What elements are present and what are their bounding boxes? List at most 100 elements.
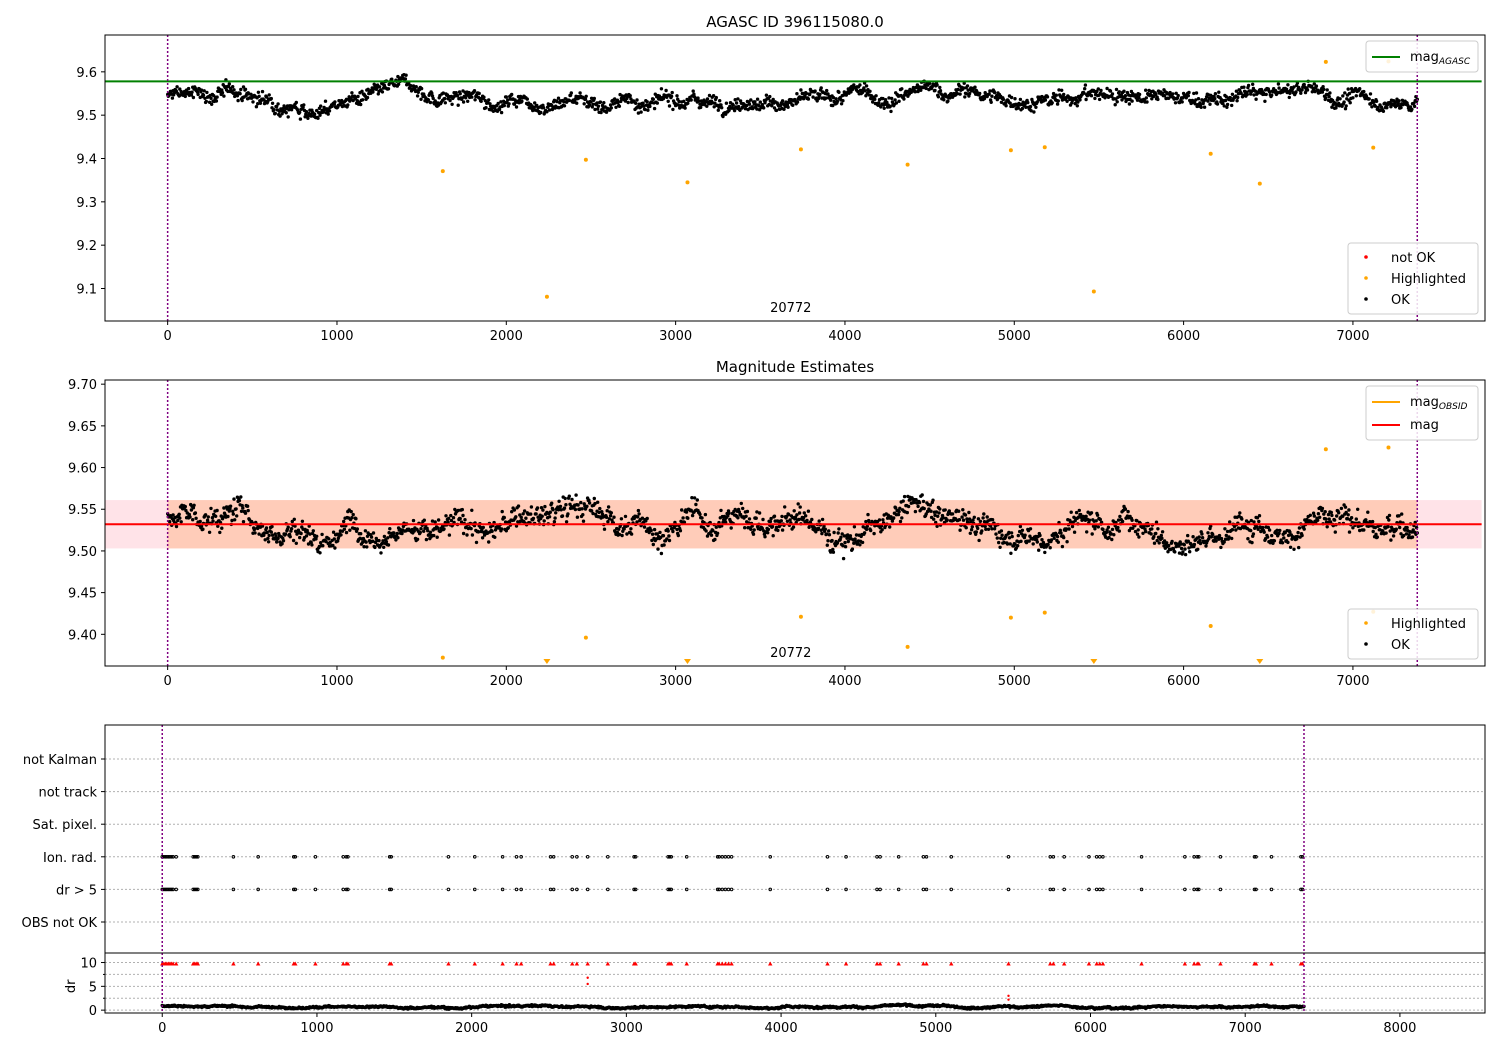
ok-point [1387,518,1391,522]
ok-point [291,538,296,543]
ok-point [839,102,844,106]
ok-point [1186,533,1190,538]
line-legend-frame [1365,385,1479,441]
ok-point [675,527,679,532]
ok-point [534,512,538,516]
ok-point [614,105,618,110]
ok-point [659,87,664,91]
ok-point [272,108,276,112]
ok-point [754,516,758,520]
ok-point [1089,511,1094,515]
ok-point [771,534,775,538]
ok-point [1327,517,1331,521]
ok-point [1009,95,1014,100]
ok-point [955,92,960,96]
ok-point [1117,529,1122,533]
ok-point [1049,538,1054,542]
ok-point [463,518,467,522]
ok-point [199,88,204,92]
ok-point [988,89,992,93]
flag-marker [472,855,477,859]
flag-marker [194,887,199,892]
ok-point [233,518,237,522]
ok-point [967,91,972,96]
ok-point [1120,98,1124,102]
ok-point [1413,520,1417,525]
ok-point [858,543,862,547]
ok-point [893,98,897,102]
highlighted-point [905,162,910,167]
ok-point [681,516,685,520]
ok-point [1328,520,1333,524]
ok-point [1347,91,1352,96]
ok-point [1351,526,1355,530]
ok-point [1321,85,1325,89]
ok-point [591,102,595,107]
ok-point [858,83,862,87]
ok-point [1032,110,1036,114]
ok-point [924,86,928,91]
ok-point [204,99,208,104]
ok-point [942,98,946,102]
ok-point [613,97,617,101]
ok-point [1311,511,1316,515]
ok-point [1386,524,1390,529]
ok-point [827,529,831,533]
flag-marker [1196,855,1201,859]
ok-point [598,100,603,104]
ok-point [1083,83,1088,87]
flag-marker [570,887,575,892]
ok-point [879,105,883,109]
ok-point [831,95,836,100]
ok-point [1060,98,1065,102]
ok-point [829,98,833,102]
ok-point [1349,87,1354,91]
ok-point [749,527,753,531]
ok-point [1048,546,1052,550]
ok-point [283,532,288,536]
category-label: not Kalman [23,753,97,768]
ok-point [1228,96,1233,100]
legend-label: mag [1410,418,1439,433]
ok-point [933,513,937,517]
ok-point [713,537,717,542]
ok-point [721,520,725,525]
ok-point [1113,103,1117,107]
ok-point [1335,514,1339,518]
ok-point [575,515,580,519]
flag-marker [174,855,178,859]
ok-point [595,101,599,105]
ok-point [919,88,923,93]
ok-point [724,101,729,105]
ok-point [869,94,874,98]
ok-point [558,504,563,509]
ok-point [564,520,569,524]
ok-point [1131,526,1135,530]
ok-point [237,498,242,503]
x-tick-label: 1000 [320,674,353,689]
ok-point [1095,513,1100,517]
ok-point [1230,536,1234,541]
ok-point [1211,532,1215,537]
ok-point [964,526,968,530]
ok-point [999,529,1004,533]
ok-point [1351,96,1355,100]
ok-point [635,520,639,524]
category-label: not track [38,786,97,801]
ok-point [449,518,454,523]
flag-marker [1139,855,1144,859]
highlighted-point [440,655,445,660]
ok-point [1267,528,1272,532]
ok-point [194,516,198,520]
ok-point [714,525,718,529]
ok-point [1278,528,1282,533]
ok-point [795,513,799,517]
ok-point [980,529,984,533]
ok-point [193,511,198,515]
ok-point [973,85,977,89]
ok-point [252,527,256,532]
flag-marker [196,887,200,892]
ok-point [1312,514,1317,518]
ok-point [900,87,904,91]
ok-point [1310,90,1315,94]
